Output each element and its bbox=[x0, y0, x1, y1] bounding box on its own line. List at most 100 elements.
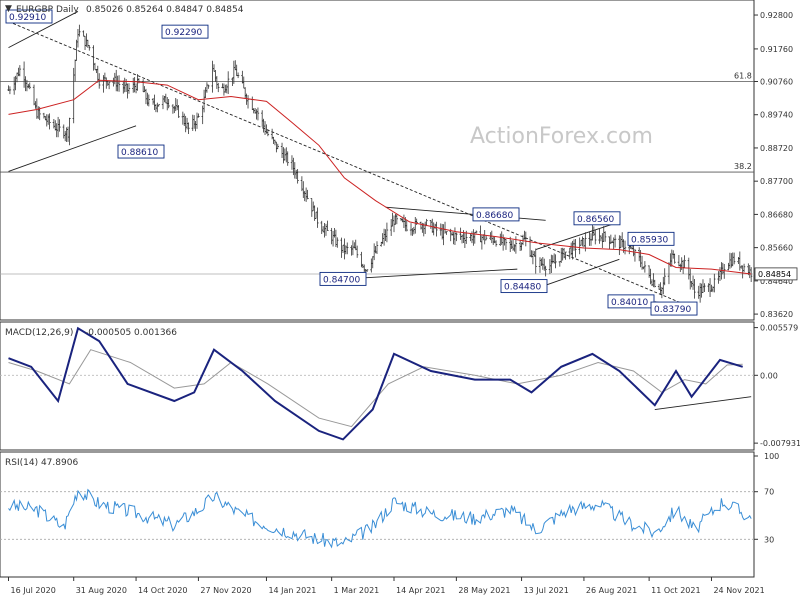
last-price-tag: 0.84854 bbox=[754, 267, 798, 281]
price-annotation-2: 0.88610 bbox=[117, 144, 165, 159]
price-bar bbox=[316, 207, 319, 228]
price-bar bbox=[574, 238, 577, 258]
rsi-line bbox=[8, 488, 752, 549]
price-bar bbox=[266, 129, 270, 137]
price-bar bbox=[484, 235, 488, 241]
annotation-text: 0.88610 bbox=[121, 148, 158, 158]
price-ytick-label: 0.83620 bbox=[760, 310, 793, 319]
price-annotation-6: 0.86560 bbox=[573, 211, 621, 226]
price-bar bbox=[534, 248, 537, 274]
price-bar bbox=[18, 65, 22, 77]
price-bar bbox=[28, 82, 31, 90]
price-bar bbox=[603, 231, 607, 242]
price-bar bbox=[256, 107, 260, 121]
macd-values: -0.000505 0.001366 bbox=[85, 328, 177, 338]
xtick-label: 26 Aug 2021 bbox=[586, 586, 637, 595]
macd-title: MACD(12,26,9) bbox=[5, 328, 73, 338]
price-annotation-7: 0.85930 bbox=[627, 231, 675, 246]
annotation-box bbox=[117, 144, 165, 159]
price-ytick-label: 0.87700 bbox=[760, 177, 793, 186]
price-bar bbox=[385, 222, 389, 243]
price-bar bbox=[415, 218, 418, 225]
xtick-label: 14 Apr 2021 bbox=[396, 586, 445, 595]
trendline-downtrend-dashed bbox=[8, 21, 695, 309]
annotation-box bbox=[500, 279, 548, 294]
price-ytick-label: 0.89740 bbox=[760, 111, 793, 120]
macd-layer bbox=[0, 326, 754, 441]
macd-signal-line bbox=[8, 349, 743, 428]
macd-line bbox=[8, 326, 743, 441]
price-bar bbox=[197, 113, 200, 118]
price-ytick-label: 0.92800 bbox=[760, 11, 793, 20]
annotation-box bbox=[650, 301, 698, 316]
annotation-text: 0.92910 bbox=[9, 13, 46, 23]
annotation-text: 0.86680 bbox=[476, 211, 513, 221]
price-bar bbox=[405, 219, 408, 232]
price-panel bbox=[0, 0, 755, 321]
price-bar bbox=[494, 240, 498, 247]
annotation-text: 0.92290 bbox=[165, 28, 202, 38]
annotation-text: 0.84700 bbox=[323, 275, 360, 285]
trendline-triangle-bottom bbox=[344, 268, 518, 280]
last-price-box bbox=[754, 267, 798, 281]
axis-layer: 0.92800 0.91760 0.90760 0.89740 0.88720 0.877… bbox=[8, 11, 800, 595]
trendline-lower-channel bbox=[8, 125, 137, 172]
price-bar bbox=[395, 213, 399, 225]
price-bar bbox=[713, 273, 716, 293]
annotation-box bbox=[319, 271, 367, 286]
rsi-ytick-label: 70 bbox=[764, 488, 774, 497]
price-bar bbox=[693, 279, 696, 299]
rsi-ytick-label: 100 bbox=[764, 452, 779, 461]
price-bar bbox=[187, 122, 190, 134]
price-ytick-label: 0.91760 bbox=[760, 45, 793, 54]
price-ytick-label: 0.86680 bbox=[760, 210, 793, 219]
price-bar bbox=[663, 268, 666, 286]
rsi-title: RSI(14) 47.8906 bbox=[5, 458, 78, 468]
price-bar bbox=[58, 119, 61, 132]
fib-label-0: 61.8 bbox=[734, 71, 752, 80]
annotation-text: 0.83790 bbox=[654, 305, 691, 315]
price-bar bbox=[127, 83, 131, 94]
annotation-text: 0.85930 bbox=[631, 235, 668, 245]
price-ytick-label: 0.90760 bbox=[760, 77, 793, 86]
ohlc-readout: 0.85026 0.85264 0.84847 0.84854 bbox=[86, 5, 244, 15]
dropdown-arrow-icon[interactable]: ▼ bbox=[5, 4, 12, 14]
xtick-label: 16 Jul 2020 bbox=[11, 586, 56, 595]
price-bar bbox=[564, 251, 567, 260]
price-bar bbox=[296, 169, 299, 184]
price-bar bbox=[8, 86, 12, 95]
macd-trendline bbox=[654, 396, 752, 410]
price-bar bbox=[653, 279, 656, 288]
price-bar bbox=[98, 73, 101, 89]
annotation-text: 0.84010 bbox=[611, 298, 648, 308]
price-bar bbox=[623, 240, 627, 255]
price-bar bbox=[346, 242, 349, 255]
trendline-aug-channel-top bbox=[535, 221, 620, 251]
price-bar bbox=[475, 230, 478, 234]
price-bar bbox=[167, 99, 170, 109]
price-bar bbox=[177, 105, 180, 118]
price-bar bbox=[633, 248, 637, 262]
price-annotation-4: 0.86680 bbox=[472, 207, 520, 222]
annotation-text: 0.84480 bbox=[504, 283, 541, 293]
price-bar bbox=[435, 221, 438, 237]
price-bar bbox=[48, 113, 51, 130]
price-bar bbox=[703, 283, 706, 292]
xtick-label: 28 May 2021 bbox=[458, 586, 510, 595]
price-bar bbox=[207, 84, 210, 89]
price-annotation-5: 0.84480 bbox=[500, 279, 548, 294]
price-annotation-1: 0.92290 bbox=[161, 24, 209, 39]
price-bar bbox=[78, 24, 81, 37]
price-annotation-9: 0.83790 bbox=[650, 301, 698, 316]
price-bar bbox=[147, 94, 151, 107]
xtick-label: 13 Jul 2021 bbox=[524, 586, 569, 595]
xtick-label: 14 Oct 2020 bbox=[138, 586, 187, 595]
rsi-layer bbox=[0, 488, 754, 549]
price-bar bbox=[88, 45, 91, 51]
price-bar bbox=[336, 237, 339, 248]
price-ytick-label: 0.88720 bbox=[760, 144, 793, 153]
price-bar bbox=[732, 252, 736, 265]
macd-ytick-label: 0.00 bbox=[760, 371, 778, 380]
annotation-text: 0.86560 bbox=[577, 215, 614, 225]
